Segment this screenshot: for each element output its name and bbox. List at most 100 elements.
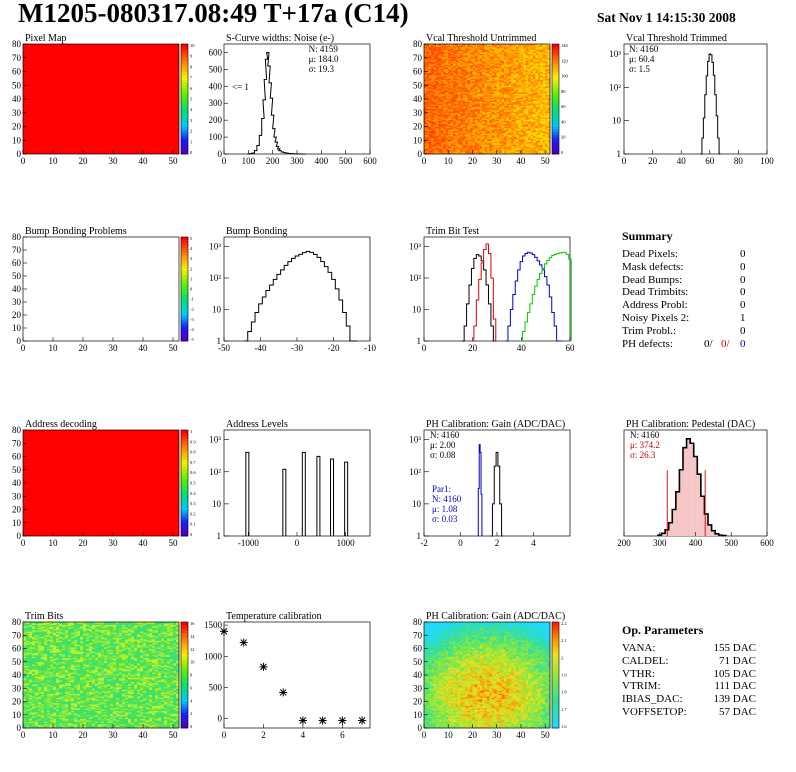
heatmap-cell <box>438 90 442 93</box>
heatmap-cell <box>460 100 464 103</box>
heatmap-cell <box>530 100 534 103</box>
heatmap-cell <box>436 123 439 126</box>
heatmap-cell <box>457 108 461 111</box>
heatmap-cell <box>477 116 481 119</box>
heatmap-cell <box>537 104 541 107</box>
heatmap-cell <box>547 134 551 137</box>
heatmap-cell <box>530 99 534 101</box>
heatmap-cell <box>433 90 437 93</box>
heatmap-cell <box>516 90 519 93</box>
heatmap-cell <box>455 83 459 86</box>
heatmap-cell <box>482 115 485 118</box>
heatmap-cell <box>477 137 481 140</box>
heatmap-cell <box>440 112 444 115</box>
heatmap-cell <box>426 85 430 87</box>
heatmap-cell <box>424 123 427 126</box>
heatmap-cell <box>436 144 439 147</box>
heatmap-cell <box>470 82 473 85</box>
heatmap-cell <box>445 143 449 145</box>
heatmap-cell <box>477 132 481 134</box>
heatmap-cell <box>542 108 546 111</box>
heatmap-cell <box>545 104 548 107</box>
heatmap-cell <box>537 118 541 120</box>
heatmap-cell <box>545 118 548 120</box>
heatmap-cell <box>533 148 536 151</box>
heatmap-cell <box>460 134 464 137</box>
heatmap-cell <box>450 108 454 111</box>
heatmap-cell <box>523 118 527 120</box>
heatmap-cell <box>533 99 536 101</box>
heatmap-cell <box>433 152 437 155</box>
heatmap-cell <box>545 151 548 153</box>
heatmap-cell <box>518 147 522 149</box>
heatmap-cell <box>433 100 437 103</box>
heatmap-cell <box>433 94 437 97</box>
heatmap-cell <box>511 133 514 136</box>
heatmap-cell <box>542 89 546 92</box>
heatmap-cell <box>523 107 527 109</box>
heatmap-cell <box>535 99 539 101</box>
heatmap-cell <box>465 147 468 149</box>
heatmap-cell <box>508 114 512 116</box>
heatmap-cell <box>501 137 505 140</box>
heatmap-cell <box>506 115 510 118</box>
heatmap-cell <box>487 88 490 90</box>
heatmap-cell <box>479 140 483 142</box>
heatmap-cell <box>436 116 439 119</box>
heatmap-cell <box>491 89 495 92</box>
heatmap-cell <box>503 90 507 93</box>
heatmap-cell <box>511 88 514 90</box>
heatmap-cell <box>513 133 517 136</box>
heatmap-cell <box>506 147 510 149</box>
heatmap-cell <box>467 114 471 116</box>
heatmap-cell <box>436 133 439 136</box>
heatmap-cell <box>545 126 548 129</box>
colorbar-cell <box>181 137 188 141</box>
heatmap-cell <box>530 152 534 155</box>
heatmap-cell <box>455 134 459 137</box>
heatmap-cell <box>518 94 522 97</box>
heatmap-cell <box>433 99 437 101</box>
heatmap-cell <box>474 136 478 138</box>
heatmap-cell <box>440 79 444 82</box>
heatmap-cell <box>523 81 527 83</box>
heatmap-cell <box>465 137 468 140</box>
heatmap-cell <box>433 126 437 129</box>
heatmap-cell <box>457 148 461 151</box>
colorbar-cell <box>181 268 188 272</box>
heatmap-cell <box>424 118 427 120</box>
heatmap-cell <box>448 90 451 93</box>
heatmap-cell <box>513 97 517 100</box>
heatmap-cell <box>433 144 437 147</box>
y-tick-label: 600 <box>209 47 223 57</box>
heatmap-cell <box>537 100 541 103</box>
heatmap-cell <box>525 118 529 120</box>
heatmap-cell <box>537 144 541 147</box>
heatmap-cell <box>426 147 430 149</box>
heatmap-cell <box>503 151 507 153</box>
x-tick-label: 10 <box>444 156 454 166</box>
heatmap-cell <box>523 112 527 115</box>
heatmap-cell <box>494 115 497 118</box>
heatmap-cell <box>489 82 493 85</box>
heatmap-cell <box>438 99 442 101</box>
heatmap-cell <box>525 104 529 107</box>
colorbar-cell <box>181 90 188 94</box>
heatmap-cell <box>489 100 493 103</box>
heatmap-cell <box>528 99 531 101</box>
heatmap-cell <box>525 126 529 129</box>
heatmap-cell <box>440 149 444 152</box>
y-tick-label: 80 <box>413 39 423 49</box>
heatmap-cell <box>445 89 449 92</box>
heatmap-cell <box>465 126 468 129</box>
heatmap-cell <box>506 125 510 127</box>
heatmap-cell <box>433 107 437 109</box>
heatmap-cell <box>520 121 524 123</box>
heatmap-cell <box>533 144 536 147</box>
heatmap-cell <box>467 107 471 109</box>
heatmap-cell <box>530 127 534 130</box>
heatmap-cell <box>503 134 507 137</box>
heatmap-cell <box>424 114 427 116</box>
colorbar-cell <box>552 148 559 152</box>
heatmap-cell <box>489 123 493 126</box>
